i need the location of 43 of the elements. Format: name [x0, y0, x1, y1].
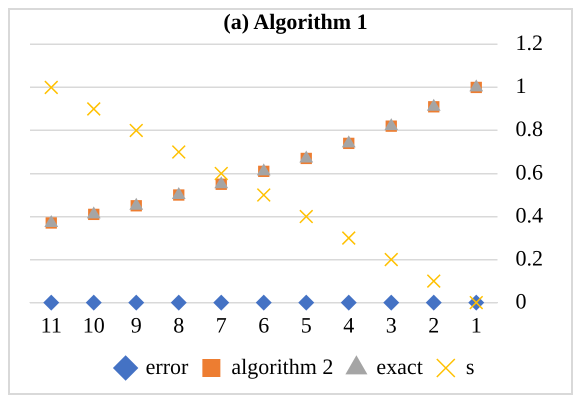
legend-label: exact [376, 354, 423, 379]
x-tick-label: 11 [40, 312, 62, 338]
y-tick-label: 0.6 [516, 159, 543, 184]
point [213, 294, 230, 311]
point [384, 252, 398, 267]
point [86, 102, 101, 116]
x-tick-label: 1 [470, 312, 482, 338]
x-tick-label: 7 [216, 312, 227, 338]
y-tick-label: 1 [516, 73, 526, 98]
point [43, 294, 60, 311]
point [342, 230, 356, 246]
x-tick-label: 5 [300, 312, 312, 338]
legend-label: algorithm 2 [231, 354, 334, 379]
y-tick-label: 1.2 [516, 30, 543, 56]
point [299, 209, 314, 224]
point [170, 294, 187, 311]
y-tick-label: 0.2 [516, 245, 543, 270]
point [214, 166, 228, 181]
y-tick-label: 0.8 [516, 116, 543, 142]
y-tick-label: 0.4 [516, 202, 543, 228]
point [256, 188, 271, 202]
legend-label: error [146, 354, 190, 379]
point [172, 144, 186, 160]
point [383, 294, 400, 311]
point [340, 294, 357, 311]
x-tick-label: 8 [173, 312, 184, 338]
x-tick-label: 3 [386, 312, 397, 338]
y-tick-label: 0 [516, 288, 526, 314]
x-tick-label: 2 [428, 312, 440, 338]
point [426, 274, 441, 288]
point [44, 80, 58, 95]
point [86, 294, 102, 311]
point [128, 294, 144, 311]
chart-title: (a) Algorithm 1 [223, 8, 368, 34]
x-tick-label: 10 [82, 312, 105, 338]
x-tick-label: 9 [130, 312, 142, 338]
point [426, 294, 442, 311]
point [298, 294, 314, 311]
x-tick-label: 4 [343, 312, 354, 338]
legend-label: s [466, 354, 474, 379]
point [129, 123, 144, 138]
x-tick-label: 6 [258, 312, 270, 338]
point [256, 294, 272, 311]
